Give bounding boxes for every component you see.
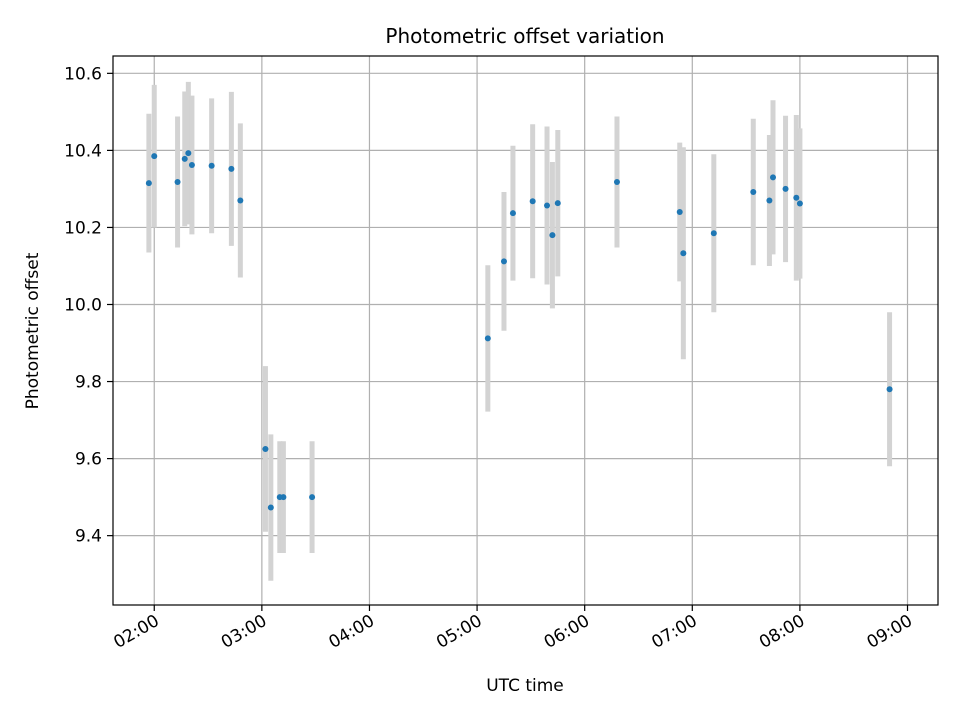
data-point [267,504,274,511]
data-point [793,194,800,201]
data-point [770,174,776,181]
data-point [676,209,683,216]
data-point [766,197,773,204]
y-tick-label: 10.2 [64,218,102,238]
data-point [750,188,757,195]
data-points [145,150,893,511]
data-point [309,494,316,501]
y-tick-label: 9.6 [75,450,102,470]
y-tick-label: 10.6 [64,64,102,84]
data-point [549,232,556,239]
y-tick-label: 9.4 [75,527,102,547]
data-point [181,155,188,162]
x-axis-label: UTC time [486,676,564,696]
y-axis-ticks: 9.4 9.6 9.8 10.0 10.2 10.4 10.6 [64,64,113,547]
data-point [796,200,803,207]
data-point [782,185,789,192]
data-point [554,200,561,207]
data-point [529,198,536,205]
data-point [613,178,620,185]
plot-frame [112,55,939,606]
data-point [208,162,215,169]
data-point [509,210,516,217]
data-point [544,202,551,209]
data-point [886,386,893,393]
data-point [500,258,507,265]
y-axis-label: Photometric offset [23,252,43,409]
chart-title: Photometric offset variation [385,24,664,48]
y-tick-label: 10.4 [64,141,102,161]
data-point [237,197,244,204]
data-point [280,494,287,501]
data-point [188,162,195,169]
data-point [680,250,687,257]
data-point [228,165,235,172]
y-tick-label: 9.8 [75,373,102,393]
data-point [145,180,152,187]
data-point [185,150,192,157]
data-point [151,153,158,160]
data-point [174,178,181,185]
data-point [710,230,717,237]
data-point [262,445,269,452]
data-point [484,335,491,342]
y-tick-label: 10.0 [64,295,102,315]
